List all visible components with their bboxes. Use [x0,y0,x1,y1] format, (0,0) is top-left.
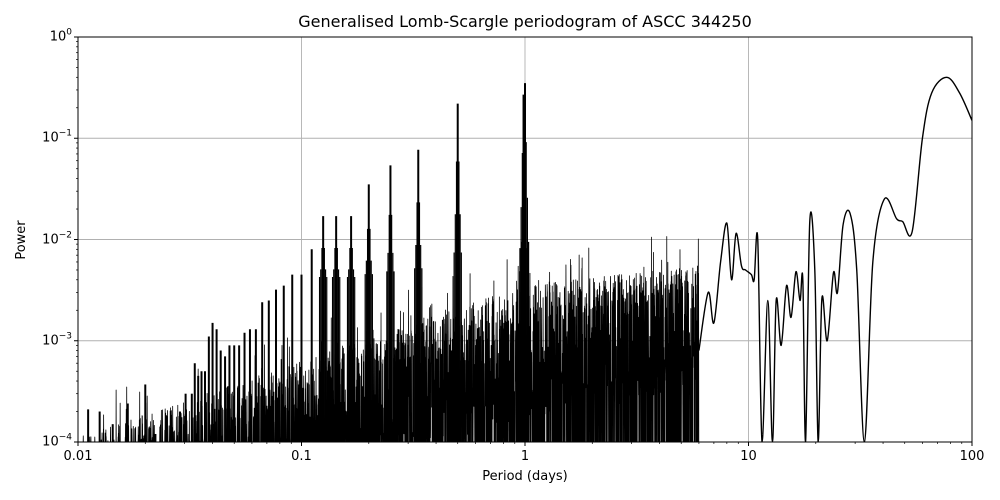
x-tick-label: 0.1 [291,449,312,464]
y-tick-label: 10−1 [42,128,72,146]
x-tick-label: 0.01 [63,449,93,464]
y-axis-label: Power [14,220,29,260]
y-tick-label: 10−4 [42,432,72,450]
axis-ticks [74,36,973,446]
y-tick-label: 100 [49,27,72,45]
periodogram-curve [79,76,972,442]
chart-title: Generalised Lomb-Scargle periodogram of … [298,12,752,31]
x-tick-label: 100 [959,449,985,464]
x-tick-label: 1 [520,449,530,464]
y-tick-label: 10−2 [42,230,72,248]
y-tick-label: 10−3 [42,331,72,349]
x-axis-label: Period (days) [482,469,568,484]
x-tick-label: 10 [740,449,757,464]
